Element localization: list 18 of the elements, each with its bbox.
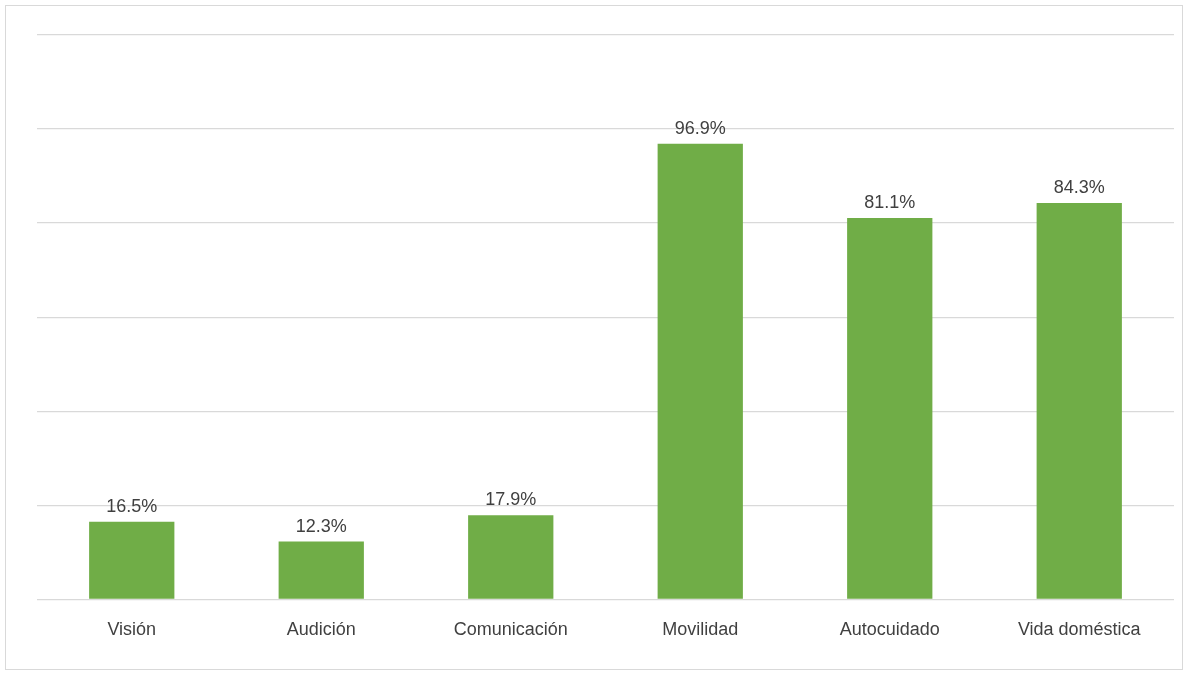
- bar: [278, 541, 364, 599]
- data-label: 81.1%: [864, 191, 916, 212]
- x-tick-label: Visión: [107, 619, 157, 640]
- x-tick-label: Vida doméstica: [1017, 619, 1142, 640]
- bar: [847, 217, 933, 599]
- bar: [89, 521, 175, 599]
- x-tick-label: Autocuidado: [839, 619, 940, 640]
- x-tick-label: Comunicación: [453, 619, 568, 640]
- bar: [1036, 202, 1122, 599]
- x-tick-label: Movilidad: [662, 619, 739, 640]
- data-label: 96.9%: [674, 117, 726, 138]
- bar: [468, 515, 554, 599]
- data-label: 16.5%: [106, 495, 158, 516]
- data-label: 17.9%: [485, 489, 537, 510]
- x-tick-label: Audición: [286, 619, 356, 640]
- bar: [657, 143, 743, 599]
- data-label: 84.3%: [1053, 176, 1105, 197]
- data-label: 12.3%: [295, 515, 347, 536]
